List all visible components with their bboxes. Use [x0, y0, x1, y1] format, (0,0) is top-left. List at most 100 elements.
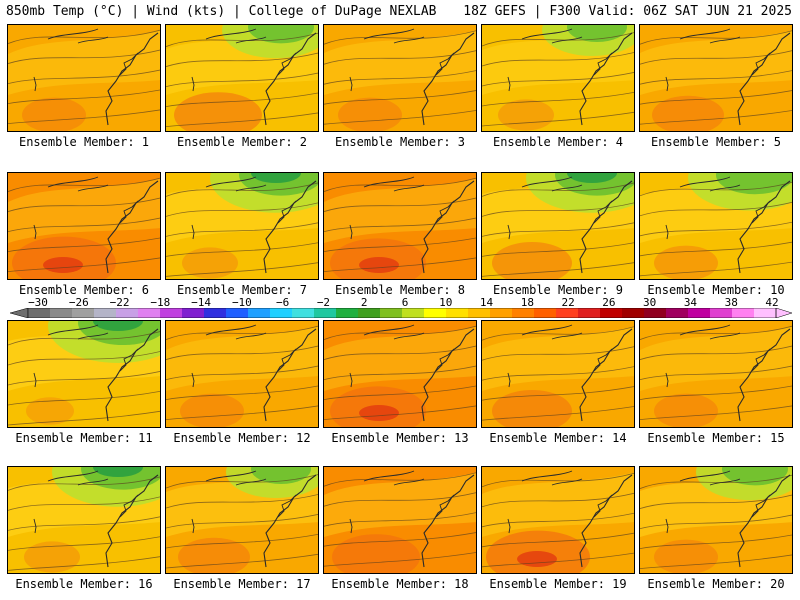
colorbar-tick-label: 26 — [602, 296, 616, 309]
temperature-map — [165, 466, 319, 574]
colorbar-swatches — [9, 308, 793, 318]
temperature-map — [323, 172, 477, 280]
colorbar-swatch — [182, 308, 205, 318]
colorbar-swatch — [424, 308, 447, 318]
colorbar-swatch — [292, 308, 315, 318]
map-field — [8, 321, 160, 427]
colorbar-swatch — [468, 308, 491, 318]
colorbar-tick-label: 10 — [439, 296, 453, 309]
ensemble-member-label: Ensemble Member: 6 — [18, 283, 150, 297]
colorbar-swatch — [336, 308, 359, 318]
colorbar-tick-label: −6 — [276, 296, 290, 309]
model-run-info: 18Z GEFS | F300 Valid: 06Z SAT JUN 21 20… — [463, 4, 792, 19]
temperature-map — [639, 172, 793, 280]
colorbar-tick-label: 14 — [479, 296, 494, 309]
colorbar-swatch — [72, 308, 95, 318]
map-field — [324, 321, 476, 427]
colorbar-swatch — [578, 308, 601, 318]
colorbar-tick-label: 6 — [401, 296, 409, 309]
colorbar-tick-label: 30 — [643, 296, 657, 309]
colorbar-swatch — [622, 308, 645, 318]
colorbar-swatch — [644, 308, 667, 318]
map-field — [166, 173, 318, 279]
colorbar-swatch — [160, 308, 183, 318]
map-field — [324, 173, 476, 279]
colorbar-swatch — [380, 308, 403, 318]
map-field — [482, 25, 634, 131]
colorbar-tick-label: −2 — [316, 296, 331, 309]
colorbar-tick-label: −14 — [191, 296, 212, 309]
colorbar-swatch — [358, 308, 381, 318]
map-field — [8, 173, 160, 279]
colorbar-swatch — [50, 308, 73, 318]
colorbar-swatch — [512, 308, 535, 318]
ensemble-member-label: Ensemble Member: 13 — [331, 431, 469, 445]
colorbar-tick-label: 38 — [724, 296, 738, 309]
chart-title: 850mb Temp (°C) | Wind (kts) | College o… — [6, 4, 437, 19]
colorbar-swatch — [270, 308, 293, 318]
temperature-map — [165, 172, 319, 280]
ensemble-member-label: Ensemble Member: 19 — [489, 577, 627, 591]
temperature-map — [481, 24, 635, 132]
ensemble-member-label: Ensemble Member: 18 — [331, 577, 469, 591]
colorbar-tick-label: 2 — [360, 296, 368, 309]
colorbar-swatch — [138, 308, 161, 318]
colorbar-swatch — [710, 308, 733, 318]
temperature-map — [639, 466, 793, 574]
temperature-map — [7, 466, 161, 574]
map-field — [324, 25, 476, 131]
ensemble-member-label: Ensemble Member: 3 — [334, 135, 466, 149]
colorbar-low-arrow — [9, 308, 29, 318]
colorbar-tick-label: 34 — [683, 296, 698, 309]
ensemble-member-label: Ensemble Member: 12 — [173, 431, 311, 445]
colorbar-high-arrow — [775, 308, 793, 318]
colorbar-swatch — [204, 308, 227, 318]
temperature-map — [481, 172, 635, 280]
ensemble-member-label: Ensemble Member: 4 — [492, 135, 624, 149]
colorbar-tick-label: −22 — [109, 296, 130, 309]
temperature-map — [323, 466, 477, 574]
colorbar-swatch — [754, 308, 777, 318]
map-field — [482, 467, 634, 573]
colorbar-swatch — [248, 308, 271, 318]
colorbar-tick-label: 42 — [765, 296, 779, 309]
temperature-map — [165, 320, 319, 428]
colorbar-swatch — [534, 308, 557, 318]
temperature-map — [7, 172, 161, 280]
colorbar-swatch — [314, 308, 337, 318]
colorbar-tick-label: 18 — [520, 296, 534, 309]
colorbar-swatch — [226, 308, 249, 318]
colorbar-swatch — [600, 308, 623, 318]
map-field — [640, 173, 792, 279]
map-field — [324, 467, 476, 573]
ensemble-member-label: Ensemble Member: 1 — [18, 135, 150, 149]
temperature-map — [481, 320, 635, 428]
colorbar-swatch — [28, 308, 51, 318]
map-field — [482, 321, 634, 427]
ensemble-member-label: Ensemble Member: 17 — [173, 577, 311, 591]
ensemble-member-label: Ensemble Member: 2 — [176, 135, 308, 149]
ensemble-member-label: Ensemble Member: 14 — [489, 431, 627, 445]
map-field — [166, 321, 318, 427]
colorbar-swatch — [402, 308, 425, 318]
map-field — [482, 173, 634, 279]
colorbar-tick-label: 22 — [561, 296, 575, 309]
ensemble-member-label: Ensemble Member: 15 — [647, 431, 785, 445]
temperature-map — [7, 24, 161, 132]
map-field — [166, 25, 318, 131]
ensemble-member-label: Ensemble Member: 10 — [647, 283, 785, 297]
map-field — [166, 467, 318, 573]
temperature-colorbar: −30 −26 −22 −18 −14 −10 −6 −2 2 6 10 14 18 22 26 30 34 38… — [6, 296, 794, 320]
ensemble-member-label: Ensemble Member: 7 — [176, 283, 308, 297]
map-field — [8, 467, 160, 573]
colorbar-swatch — [732, 308, 755, 318]
map-field — [640, 25, 792, 131]
colorbar-swatch — [94, 308, 117, 318]
temperature-map — [7, 320, 161, 428]
temperature-map — [165, 24, 319, 132]
ensemble-member-label: Ensemble Member: 9 — [492, 283, 624, 297]
colorbar-tick-labels: −30 −26 −22 −18 −14 −10 −6 −2 2 6 10 14 18 22 26 30 34 38… — [6, 296, 794, 309]
colorbar-swatch — [490, 308, 513, 318]
temperature-map — [639, 24, 793, 132]
